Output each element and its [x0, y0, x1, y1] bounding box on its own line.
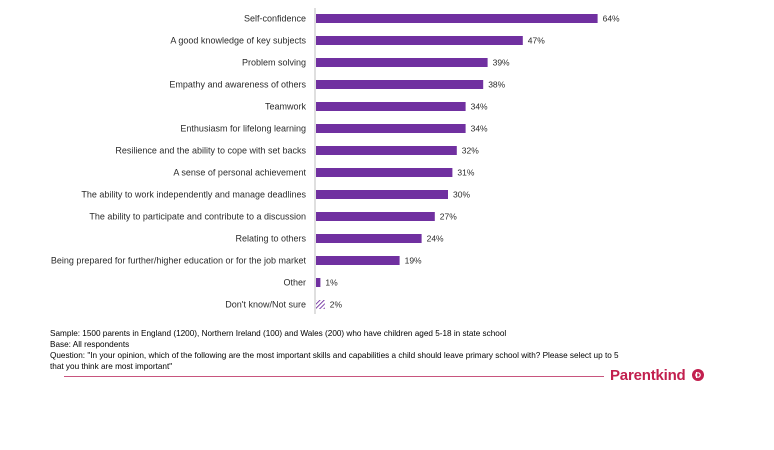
bar [316, 14, 598, 23]
brand-name: Parentkind [610, 366, 686, 384]
category-label: The ability to participate and contribut… [89, 212, 306, 222]
bar-hatched [316, 300, 325, 309]
chart-footnote: Sample: 1500 parents in England (1200), … [50, 328, 670, 372]
data-label: 27% [440, 212, 457, 222]
bar [316, 168, 453, 177]
bar [316, 102, 466, 111]
bar [316, 212, 435, 221]
data-label: 32% [462, 146, 479, 156]
data-label: 19% [405, 256, 422, 266]
data-label: 34% [471, 124, 488, 134]
category-label: Empathy and awareness of others [169, 80, 306, 90]
category-label: Problem solving [242, 58, 306, 68]
data-label: 47% [528, 36, 545, 46]
base-note: Base: All respondents [50, 340, 130, 349]
data-label: 34% [471, 102, 488, 112]
brand-logo: Parentkind [610, 366, 704, 384]
data-label: 31% [457, 168, 474, 178]
category-label: A sense of personal achievement [173, 168, 306, 178]
question-note-line1: Question: "In your opinion, which of the… [50, 351, 619, 360]
data-label: 24% [427, 234, 444, 244]
bar [316, 256, 400, 265]
data-label: 38% [488, 80, 505, 90]
category-label: Being prepared for further/higher educat… [51, 256, 307, 266]
bar [316, 278, 321, 287]
category-label: Relating to others [235, 234, 306, 244]
footer-divider [64, 376, 604, 377]
sample-note: Sample: 1500 parents in England (1200), … [50, 329, 507, 338]
category-label: Self-confidence [244, 14, 306, 24]
bar [316, 124, 466, 133]
category-label: Teamwork [265, 102, 307, 112]
category-label: Other [283, 278, 306, 288]
category-label: The ability to work independently and ma… [81, 190, 306, 200]
bar [316, 36, 523, 45]
bar [316, 190, 448, 199]
data-label: 39% [493, 58, 510, 68]
bar [316, 80, 484, 89]
question-note-line2: that you think are most important" [50, 362, 173, 371]
pk-badge-icon [691, 369, 704, 381]
category-label: Enthusiasm for lifelong learning [180, 124, 306, 134]
bar [316, 146, 457, 155]
bar-series: Self-confidence 64% A good knowledge of ke… [51, 14, 620, 310]
data-label: 1% [325, 278, 338, 288]
category-label: Don't know/Not sure [225, 300, 306, 310]
data-label: 2% [330, 300, 343, 310]
data-label: 64% [603, 14, 620, 24]
horizontal-bar-chart: Self-confidence 64% A good knowledge of ke… [51, 8, 620, 314]
bar [316, 58, 488, 67]
category-label: Resilience and the ability to cope with … [115, 146, 306, 156]
bar [316, 234, 422, 243]
data-label: 30% [453, 190, 470, 200]
category-label: A good knowledge of key subjects [170, 36, 306, 46]
